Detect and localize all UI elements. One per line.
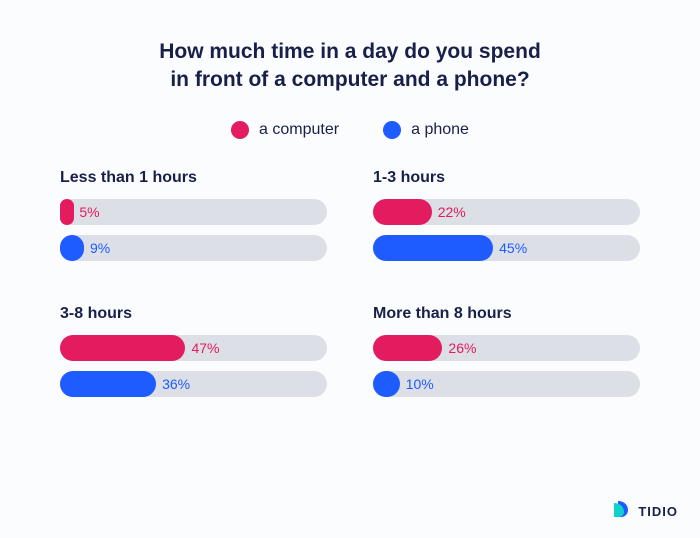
legend-label: a phone xyxy=(411,121,469,139)
bar-value-label: 45% xyxy=(499,235,527,261)
legend-label: a computer xyxy=(259,121,339,139)
legend-swatch xyxy=(383,121,401,139)
group-label: Less than 1 hours xyxy=(60,169,327,187)
bar-track: 36% xyxy=(60,371,327,397)
bar-track: 5% xyxy=(60,199,327,225)
bar-value-label: 10% xyxy=(406,371,434,397)
bar-value-label: 47% xyxy=(191,335,219,361)
bar-group: 3-8 hours 47%36% xyxy=(60,305,327,407)
brand: TIDIO xyxy=(612,499,678,524)
bar-value-label: 9% xyxy=(90,235,110,261)
bar-track: 9% xyxy=(60,235,327,261)
chart-title: How much time in a day do you spend in f… xyxy=(110,38,590,95)
legend: a computer a phone xyxy=(60,121,640,139)
bar-fill xyxy=(373,371,400,397)
bar-track: 45% xyxy=(373,235,640,261)
bar-track: 22% xyxy=(373,199,640,225)
bar-track: 47% xyxy=(60,335,327,361)
bar-group: 1-3 hours 22% 45% xyxy=(373,169,640,271)
bar-value-label: 36% xyxy=(162,371,190,397)
group-label: 1-3 hours xyxy=(373,169,640,187)
bar-fill xyxy=(373,335,442,361)
bar-group: Less than 1 hours 5% 9% xyxy=(60,169,327,271)
bar-value-label: 26% xyxy=(448,335,476,361)
bar-fill xyxy=(60,335,185,361)
chart-grid: Less than 1 hours 5% 9% 1-3 hours 22% 45% 3-8 … xyxy=(60,169,640,407)
bar-value-label: 5% xyxy=(79,199,99,225)
bar-track: 10% xyxy=(373,371,640,397)
bar-value-label: 22% xyxy=(438,199,466,225)
group-label: 3-8 hours xyxy=(60,305,327,323)
legend-swatch xyxy=(231,121,249,139)
group-label: More than 8 hours xyxy=(373,305,640,323)
bar-fill xyxy=(60,199,74,225)
bar-fill xyxy=(373,199,432,225)
bar-fill xyxy=(60,235,84,261)
title-line-2: in front of a computer and a phone? xyxy=(170,68,529,91)
brand-text: TIDIO xyxy=(638,504,678,519)
legend-item: a phone xyxy=(383,121,469,139)
title-line-1: How much time in a day do you spend xyxy=(159,40,541,63)
legend-item: a computer xyxy=(231,121,339,139)
bar-fill xyxy=(373,235,493,261)
tidio-logo-icon xyxy=(612,499,632,524)
bar-track: 26% xyxy=(373,335,640,361)
bar-fill xyxy=(60,371,156,397)
bar-group: More than 8 hours 26% 10% xyxy=(373,305,640,407)
